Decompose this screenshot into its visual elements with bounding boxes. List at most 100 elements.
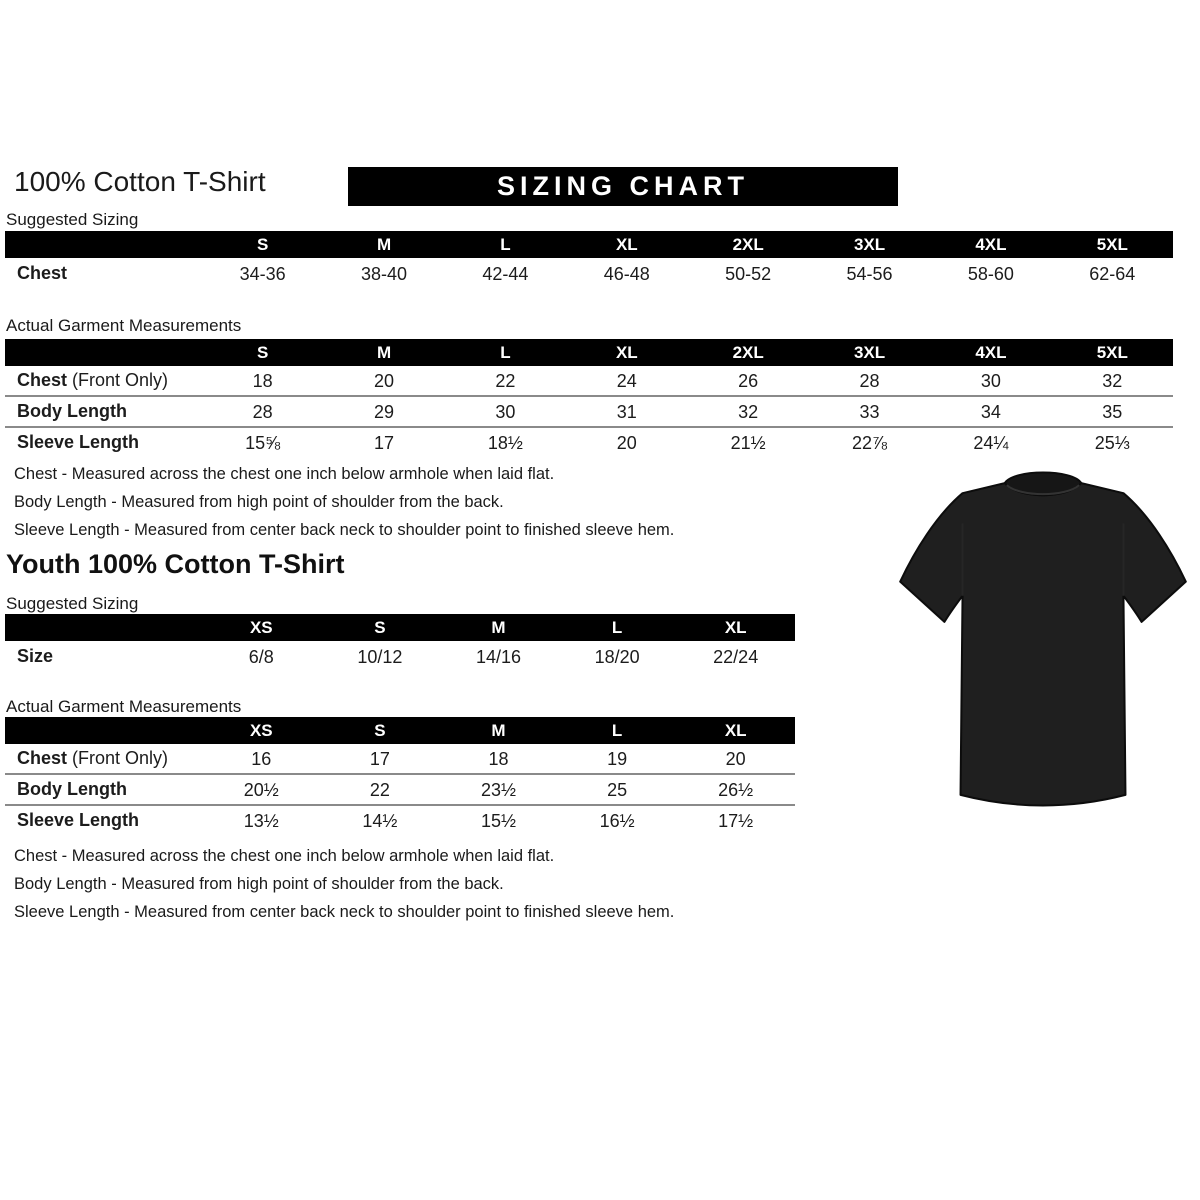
sizing-chart-banner: SIZING CHART (348, 167, 898, 206)
cell: 33 (859, 401, 880, 422)
cell-size-m: 14/16 (475, 646, 522, 667)
column-header-s: S (374, 618, 386, 637)
cell: 28 (859, 370, 880, 391)
cell-size-l: 18/20 (594, 646, 640, 667)
adult-suggested-table: S M L XL 2XL 3XL 4XL 5XL Chest 34-36 38-… (5, 231, 1173, 289)
column-header-m: M (376, 343, 392, 362)
sizing-chart-banner-text: SIZING CHART (497, 171, 749, 201)
cell: 15⅝ (245, 432, 281, 453)
cell: 22⅞ (852, 432, 888, 453)
youth-body-length-row: Body Length 20½ 22 23½ 25 26½ (5, 773, 795, 804)
cell: 17 (369, 748, 390, 769)
adult-title: 100% Cotton T-Shirt (14, 166, 266, 197)
cell: 28 (252, 401, 273, 422)
row-label-bold: Chest (17, 370, 68, 390)
row-label-chest-front-only: Chest (Front Only) (5, 748, 202, 769)
cell: 34 (980, 401, 1001, 422)
cell: 20 (616, 432, 637, 453)
cell: 26½ (718, 779, 754, 800)
column-header-m: M (491, 721, 506, 740)
cell-chest-xl: 46-48 (603, 263, 650, 284)
note-body-length: Body Length - Measured from high point o… (14, 875, 504, 893)
cell: 17½ (718, 810, 754, 831)
cell: 25 (607, 779, 628, 800)
column-header-5xl: 5XL (1096, 235, 1128, 254)
cell: 26 (738, 370, 759, 391)
row-label-body-length: Body Length (17, 401, 127, 421)
adult-suggested-sizing-label: Suggested Sizing (6, 210, 139, 229)
column-header-m: M (376, 235, 392, 254)
note-chest: Chest - Measured across the chest one in… (14, 465, 555, 483)
column-header-2xl: 2XL (732, 343, 764, 362)
cell: 18 (488, 748, 509, 769)
adult-actual-table: S M L XL 2XL 3XL 4XL 5XL Chest (Front On… (5, 339, 1173, 457)
column-header-s: S (257, 343, 269, 362)
cell: 16 (251, 748, 272, 769)
youth-notes: Chest - Measured across the chest one in… (14, 842, 674, 926)
cell: 24 (616, 370, 637, 391)
note-body-length: Body Length - Measured from high point o… (14, 493, 504, 511)
youth-actual-header-row: XS S M L XL (5, 717, 795, 744)
cell: 32 (738, 401, 759, 422)
cell: 35 (1102, 401, 1123, 422)
youth-suggested-table: XS S M L XL Size 6/8 10/12 14/16 18/20 2… (5, 614, 795, 672)
cell-chest-5xl: 62-64 (1089, 263, 1136, 284)
youth-chest-front-row: Chest (Front Only) 16 17 18 19 20 (5, 744, 795, 773)
cell-size-xl: 22/24 (713, 646, 759, 667)
youth-title: Youth 100% Cotton T-Shirt (6, 549, 345, 579)
cell: 23½ (480, 779, 517, 800)
column-header-xl: XL (724, 618, 747, 637)
column-header-l: L (500, 235, 511, 254)
cell-chest-2xl: 50-52 (725, 263, 772, 284)
column-header-s: S (257, 235, 269, 254)
row-label-size: Size (17, 646, 54, 666)
cell-chest-s: 34-36 (239, 263, 286, 284)
adult-suggested-header-row: S M L XL 2XL 3XL 4XL 5XL (5, 231, 1173, 258)
adult-notes: Chest - Measured across the chest one in… (14, 460, 674, 544)
adult-chest-front-row: Chest (Front Only) 18 20 22 24 26 28 30 … (5, 366, 1173, 395)
column-header-m: M (491, 618, 506, 637)
column-header-4xl: 4XL (975, 343, 1007, 362)
cell-chest-4xl: 58-60 (967, 263, 1014, 284)
note-sleeve-length: Sleeve Length - Measured from center bac… (14, 521, 675, 539)
row-label-chest-front-only: Chest (Front Only) (5, 370, 202, 391)
column-header-s: S (374, 721, 386, 740)
cell: 22 (369, 779, 390, 800)
adult-chest-row: Chest 34-36 38-40 42-44 46-48 50-52 54-5… (5, 258, 1173, 289)
cell: 15½ (480, 810, 517, 831)
youth-suggested-sizing-label: Suggested Sizing (6, 594, 139, 613)
note-chest: Chest - Measured across the chest one in… (14, 847, 555, 865)
note-sleeve-length: Sleeve Length - Measured from center bac… (14, 903, 675, 921)
row-label-chest: Chest (17, 263, 68, 283)
youth-actual-measurements-label: Actual Garment Measurements (6, 697, 242, 716)
tshirt-image (890, 463, 1196, 815)
adult-actual-measurements-label: Actual Garment Measurements (6, 316, 242, 335)
cell: 18 (252, 370, 273, 391)
cell-size-xs: 6/8 (248, 646, 274, 667)
cell: 20 (725, 748, 746, 769)
cell: 32 (1102, 370, 1123, 391)
cell: 18½ (487, 432, 523, 453)
cell: 25⅓ (1094, 432, 1130, 453)
row-label-bold: Chest (17, 748, 68, 768)
youth-actual-table: XS S M L XL Chest (Front Only) 16 17 18 … (5, 717, 795, 835)
cell-size-s: 10/12 (357, 646, 403, 667)
column-header-l: L (500, 343, 511, 362)
cell: 30 (495, 401, 516, 422)
column-header-l: L (611, 721, 623, 740)
row-label-sleeve-length: Sleeve Length (17, 432, 140, 452)
cell: 29 (374, 401, 395, 422)
cell: 17 (374, 432, 395, 453)
cell-chest-3xl: 54-56 (846, 263, 893, 284)
cell: 19 (607, 748, 628, 769)
cell: 30 (980, 370, 1001, 391)
cell: 14½ (362, 810, 398, 831)
column-header-4xl: 4XL (975, 235, 1007, 254)
row-label-suffix: (Front Only) (67, 370, 169, 390)
column-header-5xl: 5XL (1096, 343, 1128, 362)
column-header-xl: XL (615, 343, 638, 362)
column-header-xl: XL (724, 721, 747, 740)
cell: 22 (495, 370, 516, 391)
youth-sleeve-length-row: Sleeve Length 13½ 14½ 15½ 16½ 17½ (5, 804, 795, 835)
